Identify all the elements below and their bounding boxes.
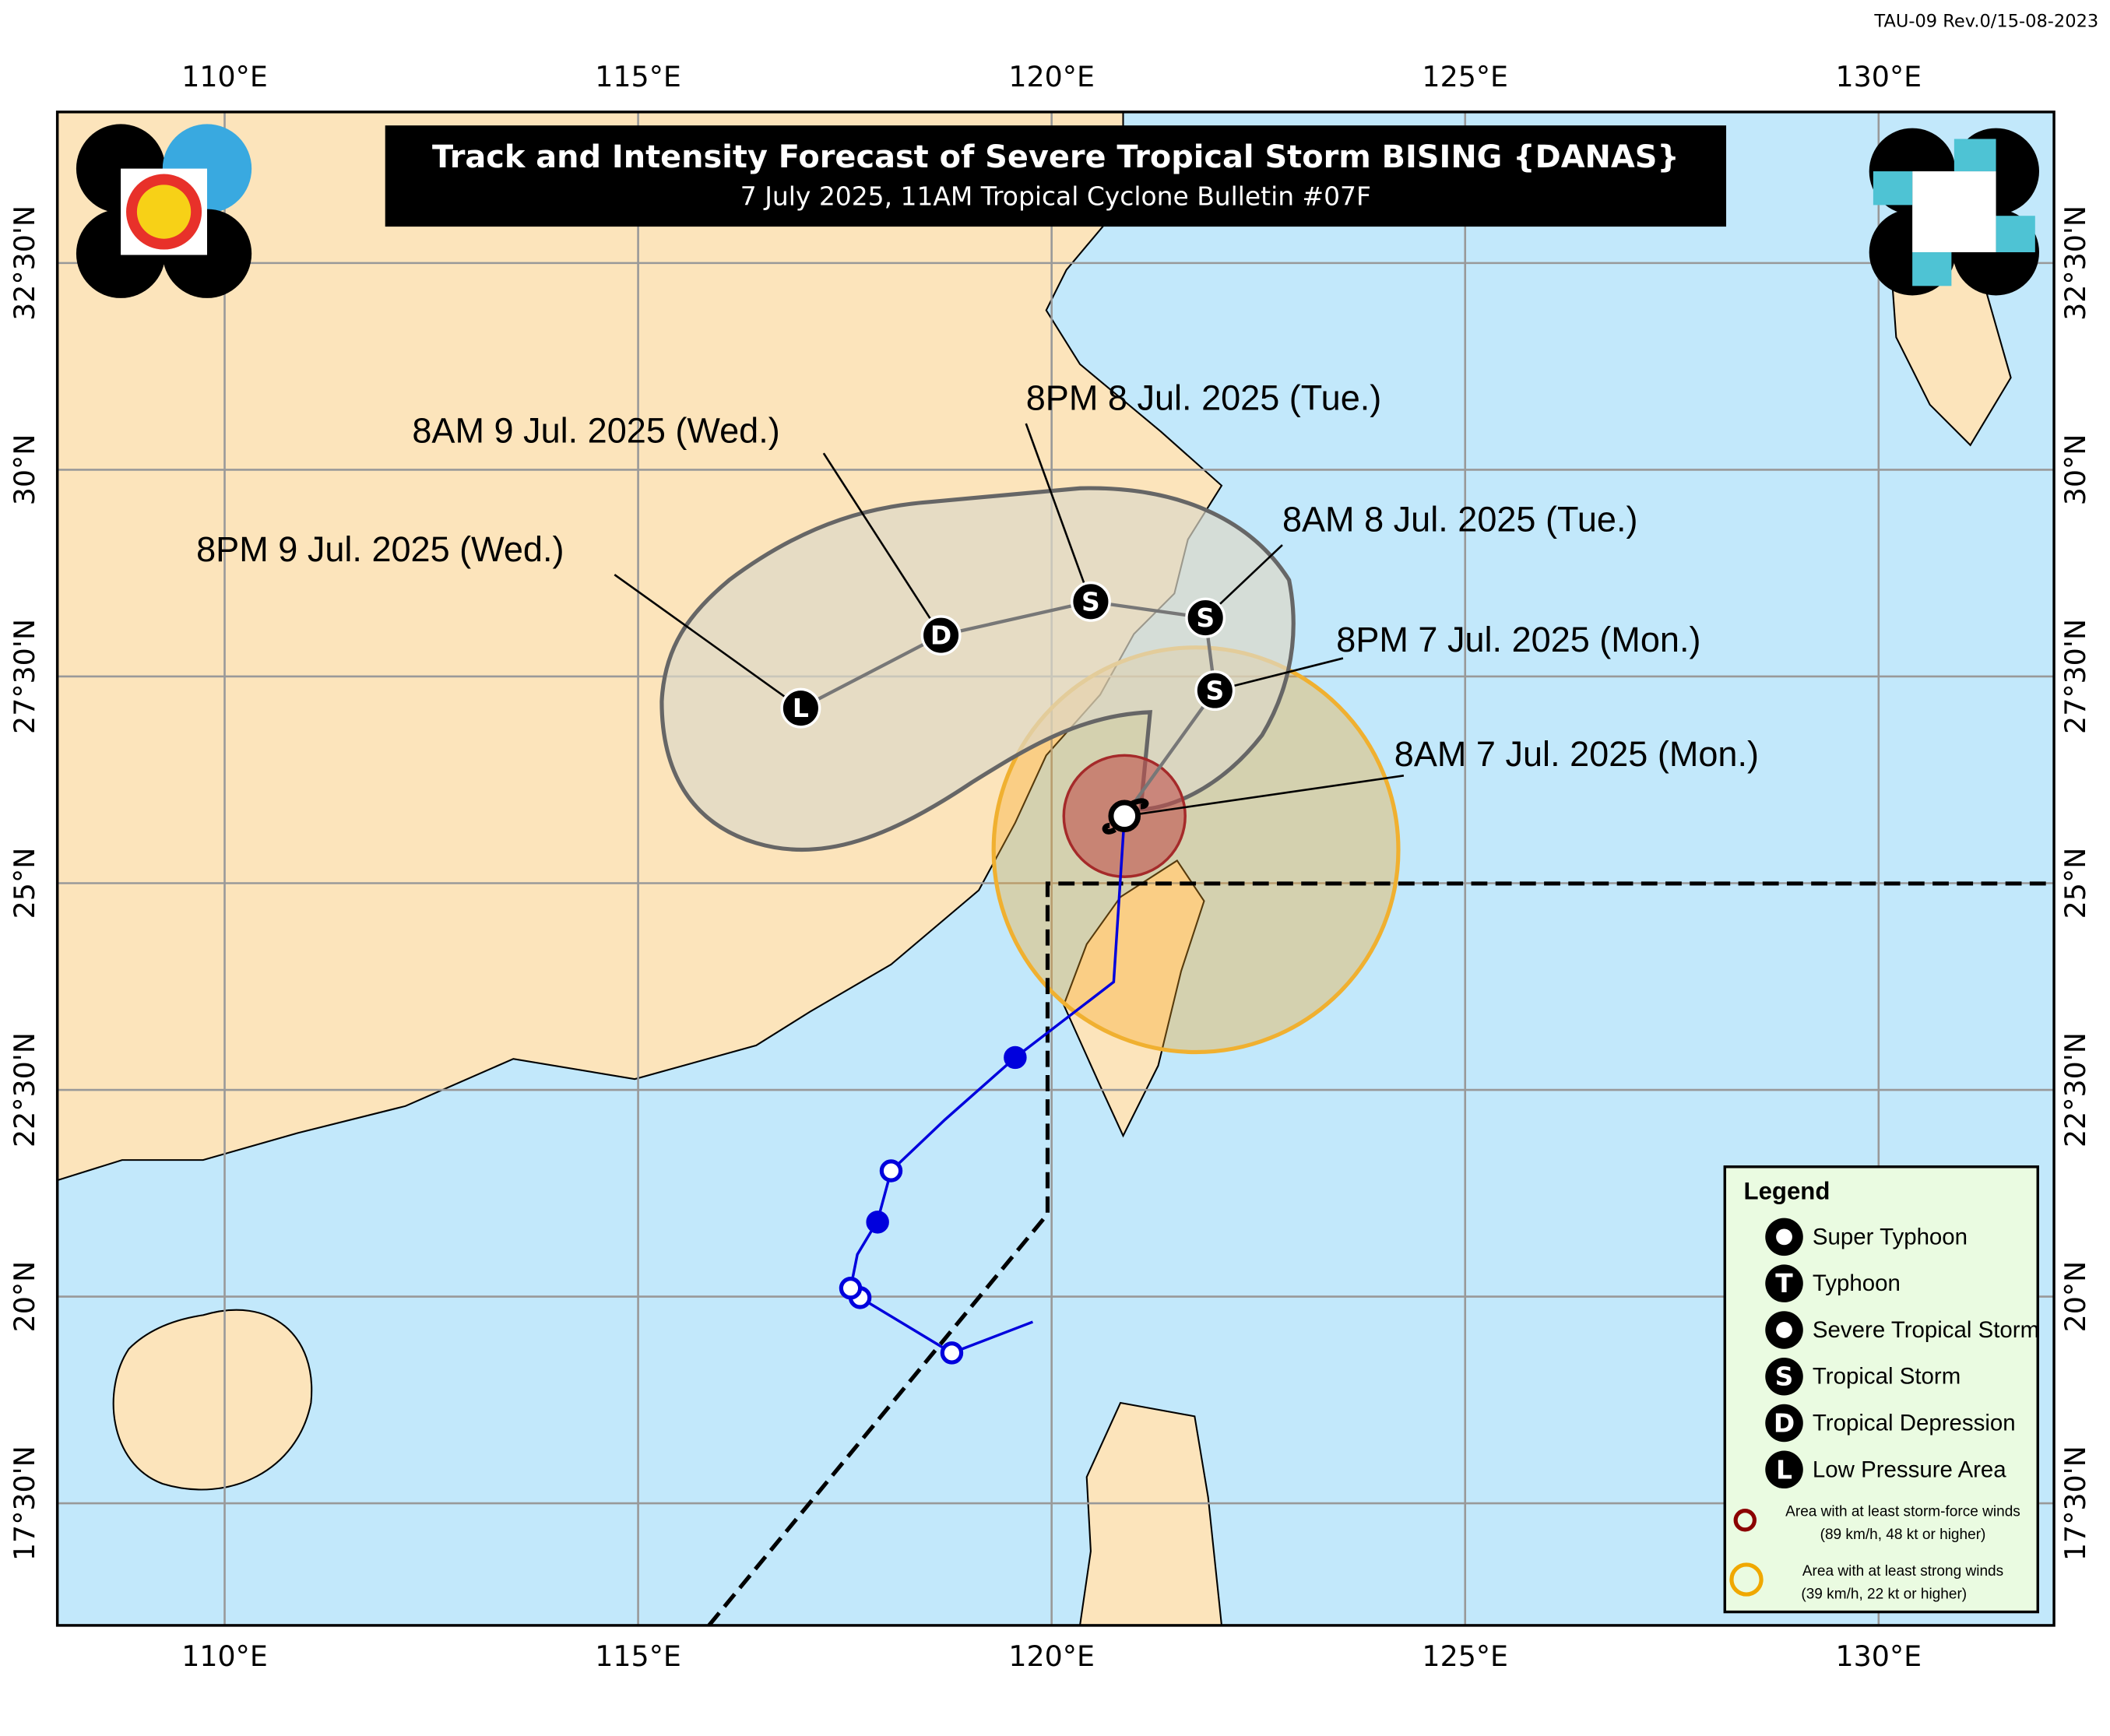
title-box bbox=[385, 125, 1727, 227]
lat-label-left: 25°N bbox=[8, 848, 41, 919]
lat-label-left: 27°30'N bbox=[8, 619, 41, 734]
current-position bbox=[1102, 798, 1149, 835]
legend-icon bbox=[1765, 1264, 1803, 1302]
legend-icon bbox=[1765, 1357, 1803, 1396]
forecast-label: 8PM 9 Jul. 2025 (Wed.) bbox=[196, 529, 564, 569]
forecast-label: 8PM 8 Jul. 2025 (Tue.) bbox=[1026, 378, 1382, 418]
forecast-label: 8PM 7 Jul. 2025 (Mon.) bbox=[1336, 620, 1700, 659]
legend-area-label: Area with at least strong winds bbox=[1802, 1563, 2003, 1580]
legend-swatch bbox=[1729, 1562, 1764, 1597]
lon-label-top: 110°E bbox=[181, 60, 268, 93]
forecast-symbol-letter: S bbox=[1196, 603, 1215, 633]
legend-items: Super Typhoon T Typhoon Severe Tropical Sto… bbox=[1765, 1218, 2039, 1489]
forecast-symbols: S S S D L bbox=[780, 581, 1236, 729]
legend-label: Tropical Depression bbox=[1813, 1411, 2016, 1436]
lat-label-left: 20°N bbox=[8, 1261, 41, 1333]
lat-label-left: 22°30'N bbox=[8, 1032, 41, 1147]
past-positions bbox=[839, 1045, 1027, 1365]
forecast-symbol bbox=[920, 615, 962, 656]
revision: TAU-09 Rev.0/15-08-2023 bbox=[1873, 12, 2098, 32]
forecast-symbol-letter: S bbox=[1081, 586, 1100, 617]
luzon bbox=[1079, 1401, 1223, 1625]
lat-label-right: 30°N bbox=[2059, 434, 2092, 506]
lon-label-bottom: 120°E bbox=[1008, 1639, 1095, 1673]
lon-label-top: 125°E bbox=[1422, 60, 1508, 93]
forecast-label: 8AM 7 Jul. 2025 (Mon.) bbox=[1394, 734, 1759, 774]
lon-label-top: 115°E bbox=[595, 60, 681, 93]
map-frame bbox=[55, 111, 2055, 1627]
lon-label-bottom: 125°E bbox=[1422, 1639, 1508, 1673]
legend-title: Legend bbox=[1744, 1177, 1830, 1204]
taiwan bbox=[1063, 859, 1205, 1138]
severe-storm-icon bbox=[1108, 799, 1141, 833]
legend-label: Tropical Storm bbox=[1813, 1364, 1961, 1390]
legend: Legend Super Typhoon T Typhoon Severe Tropi… bbox=[1723, 1165, 2039, 1614]
lon-label-bottom: 130°E bbox=[1836, 1639, 1922, 1673]
forecast-symbol bbox=[1070, 581, 1111, 622]
past-point bbox=[839, 1277, 863, 1300]
lat-label-right: 27°30'N bbox=[2059, 619, 2092, 734]
legend-area-label: Area with at least storm-force winds bbox=[1785, 1504, 2020, 1520]
forecast-symbol-letter: D bbox=[930, 620, 951, 651]
lat-label-right: 25°N bbox=[2059, 848, 2092, 919]
legend-icon-letter: D bbox=[1774, 1408, 1795, 1439]
legend-icon-letter: S bbox=[1775, 1362, 1794, 1392]
leader bbox=[1215, 657, 1344, 692]
lat-label-left: 30°N bbox=[8, 434, 41, 506]
legend-icon bbox=[1765, 1450, 1803, 1489]
forecast-track bbox=[800, 599, 1217, 817]
dost-logo bbox=[1869, 128, 2040, 296]
lat-label-left: 32°30'N bbox=[8, 206, 41, 321]
lat-label-right: 32°30'N bbox=[2059, 206, 2092, 321]
legend-label: Super Typhoon bbox=[1813, 1224, 1968, 1249]
subtitle: 7 July 2025, 11AM Tropical Cyclone Bulle… bbox=[740, 181, 1371, 211]
forecast-symbol-letter: L bbox=[793, 693, 809, 723]
past-point bbox=[1004, 1045, 1027, 1070]
legend-label: Severe Tropical Storm bbox=[1813, 1317, 2039, 1343]
past-point bbox=[940, 1341, 964, 1365]
legend-icon-eye bbox=[1776, 1228, 1792, 1246]
legend-area-detail: (39 km/h, 22 kt or higher) bbox=[1801, 1586, 1967, 1602]
forecast-symbol bbox=[1185, 597, 1226, 638]
title: Track and Intensity Forecast of Severe T… bbox=[432, 139, 1679, 175]
lat-label-right: 20°N bbox=[2059, 1261, 2092, 1333]
legend-icon-letter: T bbox=[1775, 1268, 1793, 1298]
axis-labels: 110°E 110°E 115°E 115°E 120°E 120°E 125°E 125°E… bbox=[8, 60, 2092, 1673]
leader bbox=[1025, 423, 1092, 603]
leader bbox=[822, 452, 942, 636]
legend-label: Low Pressure Area bbox=[1813, 1457, 2006, 1482]
lat-label-right: 17°30'N bbox=[2059, 1446, 2092, 1561]
past-point bbox=[866, 1211, 889, 1234]
forecast-symbol bbox=[1194, 670, 1236, 712]
lon-label-top: 120°E bbox=[1008, 60, 1095, 93]
legend-swatch bbox=[1733, 1509, 1757, 1532]
hainan bbox=[112, 1309, 313, 1491]
forecast-label: 8AM 8 Jul. 2025 (Tue.) bbox=[1282, 500, 1638, 539]
legend-area-detail: (89 km/h, 48 kt or higher) bbox=[1820, 1527, 1986, 1543]
lat-label-left: 17°30'N bbox=[8, 1446, 41, 1561]
past-point bbox=[879, 1159, 903, 1183]
legend-icon-letter: L bbox=[1776, 1454, 1792, 1485]
forecast-label: 8AM 9 Jul. 2025 (Wed.) bbox=[412, 410, 779, 450]
leader bbox=[1124, 775, 1405, 817]
par-boundary bbox=[707, 881, 2055, 1625]
forecast-labels: 8AM 7 Jul. 2025 (Mon.) 8PM 7 Jul. 2025 (… bbox=[196, 378, 1759, 774]
storm-arms bbox=[1102, 798, 1149, 835]
lat-label-right: 22°30'N bbox=[2059, 1032, 2092, 1147]
legend-label: Typhoon bbox=[1813, 1270, 1901, 1296]
forecast-symbol-letter: S bbox=[1205, 676, 1224, 706]
lon-label-bottom: 115°E bbox=[595, 1639, 681, 1673]
leader bbox=[614, 574, 802, 709]
legend-icon-eye bbox=[1776, 1322, 1792, 1338]
lon-label-top: 130°E bbox=[1836, 60, 1922, 93]
pagasa-logo bbox=[76, 124, 252, 298]
forecast-symbol bbox=[780, 687, 821, 729]
legend-icon bbox=[1765, 1404, 1803, 1443]
lon-label-bottom: 110°E bbox=[181, 1639, 268, 1673]
